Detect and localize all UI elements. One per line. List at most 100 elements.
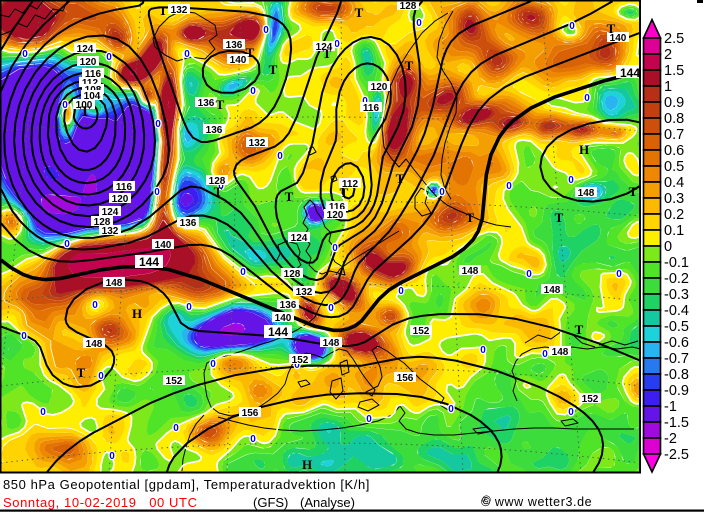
svg-text:148: 148 bbox=[544, 285, 561, 296]
svg-text:0: 0 bbox=[328, 303, 334, 314]
svg-text:0: 0 bbox=[526, 269, 532, 280]
svg-text:124: 124 bbox=[77, 44, 94, 55]
svg-text:136: 136 bbox=[280, 300, 297, 311]
svg-text:0: 0 bbox=[106, 52, 112, 63]
svg-text:116: 116 bbox=[116, 182, 133, 193]
svg-text:0.7: 0.7 bbox=[664, 127, 684, 143]
svg-text:120: 120 bbox=[112, 194, 129, 205]
svg-text:T: T bbox=[159, 3, 168, 18]
svg-text:132: 132 bbox=[102, 226, 119, 237]
svg-text:T: T bbox=[355, 5, 364, 20]
svg-text:T: T bbox=[214, 184, 223, 199]
svg-text:0: 0 bbox=[40, 407, 46, 418]
svg-text:T: T bbox=[396, 171, 405, 186]
svg-text:136: 136 bbox=[180, 218, 197, 229]
svg-text:0: 0 bbox=[542, 349, 548, 360]
svg-text:140: 140 bbox=[155, 240, 172, 251]
svg-text:0: 0 bbox=[154, 187, 160, 198]
svg-text:120: 120 bbox=[371, 82, 388, 93]
svg-text:128: 128 bbox=[284, 269, 301, 280]
svg-text:124: 124 bbox=[291, 233, 308, 244]
svg-text:0: 0 bbox=[584, 93, 590, 104]
svg-text:136: 136 bbox=[198, 98, 215, 109]
svg-text:-0.5: -0.5 bbox=[664, 319, 689, 335]
svg-text:0: 0 bbox=[21, 331, 27, 342]
svg-text:128: 128 bbox=[209, 176, 226, 187]
svg-text:140: 140 bbox=[275, 313, 292, 324]
svg-text:-1: -1 bbox=[664, 399, 677, 415]
svg-text:0: 0 bbox=[416, 18, 422, 29]
svg-text:0.1: 0.1 bbox=[664, 223, 684, 239]
svg-text:0: 0 bbox=[210, 359, 216, 370]
svg-text:0: 0 bbox=[109, 451, 115, 462]
svg-text:128: 128 bbox=[400, 1, 417, 12]
svg-text:156: 156 bbox=[242, 408, 259, 419]
svg-text:T: T bbox=[80, 104, 90, 120]
svg-text:0: 0 bbox=[62, 100, 68, 111]
svg-text:T: T bbox=[607, 21, 616, 36]
svg-text:156: 156 bbox=[397, 373, 414, 384]
svg-text:-0.2: -0.2 bbox=[664, 271, 689, 287]
svg-text:2.5: 2.5 bbox=[664, 31, 684, 47]
svg-text:0: 0 bbox=[362, 96, 368, 107]
svg-text:132: 132 bbox=[249, 138, 266, 149]
svg-text:T: T bbox=[323, 46, 332, 61]
svg-text:124: 124 bbox=[316, 42, 333, 53]
svg-text:T: T bbox=[629, 184, 638, 199]
svg-text:0.9: 0.9 bbox=[664, 95, 684, 111]
svg-text:104: 104 bbox=[84, 91, 101, 102]
svg-text:136: 136 bbox=[226, 40, 243, 51]
svg-text:T: T bbox=[555, 210, 564, 225]
svg-text:0: 0 bbox=[664, 239, 672, 255]
svg-text:116: 116 bbox=[85, 69, 102, 80]
svg-text:100: 100 bbox=[76, 100, 93, 111]
svg-text:152: 152 bbox=[582, 394, 599, 405]
svg-text:0: 0 bbox=[92, 300, 98, 311]
svg-text:140: 140 bbox=[230, 55, 247, 66]
svg-text:0: 0 bbox=[277, 151, 283, 162]
svg-text:148: 148 bbox=[578, 188, 595, 199]
svg-text:-0.9: -0.9 bbox=[664, 383, 689, 399]
svg-text:144: 144 bbox=[139, 255, 159, 269]
svg-text:-0.6: -0.6 bbox=[664, 335, 689, 351]
svg-text:0.8: 0.8 bbox=[664, 111, 684, 127]
svg-text:0.4: 0.4 bbox=[664, 175, 684, 191]
svg-text:1.5: 1.5 bbox=[664, 63, 684, 79]
svg-text:148: 148 bbox=[106, 278, 123, 289]
svg-text:0: 0 bbox=[568, 407, 574, 418]
svg-text:0: 0 bbox=[250, 86, 256, 97]
svg-text:0.2: 0.2 bbox=[664, 207, 684, 223]
svg-text:0: 0 bbox=[569, 21, 575, 32]
svg-text:152: 152 bbox=[166, 376, 183, 387]
svg-text:0.5: 0.5 bbox=[664, 159, 684, 175]
svg-text:128: 128 bbox=[94, 217, 111, 228]
svg-text:0: 0 bbox=[398, 286, 404, 297]
svg-text:T: T bbox=[466, 210, 475, 225]
svg-text:152: 152 bbox=[413, 326, 430, 337]
svg-text:116: 116 bbox=[329, 202, 346, 213]
svg-text:148: 148 bbox=[552, 347, 569, 358]
svg-text:148: 148 bbox=[462, 266, 479, 277]
svg-text:0: 0 bbox=[22, 49, 28, 60]
svg-text:0.3: 0.3 bbox=[664, 191, 684, 207]
svg-text:T: T bbox=[405, 58, 414, 73]
svg-text:0: 0 bbox=[184, 49, 190, 60]
svg-text:H: H bbox=[132, 306, 142, 321]
svg-text:T: T bbox=[77, 365, 86, 380]
svg-text:0: 0 bbox=[294, 360, 300, 371]
svg-text:0: 0 bbox=[366, 414, 372, 425]
svg-text:120: 120 bbox=[80, 57, 97, 68]
svg-text:1: 1 bbox=[664, 79, 672, 95]
svg-text:-1.5: -1.5 bbox=[664, 415, 689, 431]
svg-text:124: 124 bbox=[102, 207, 119, 218]
svg-text:-2: -2 bbox=[664, 431, 677, 447]
svg-text:144: 144 bbox=[620, 66, 640, 80]
svg-text:132: 132 bbox=[171, 5, 188, 16]
svg-text:0: 0 bbox=[334, 39, 340, 50]
svg-text:©: © bbox=[482, 493, 491, 507]
svg-text:0: 0 bbox=[332, 243, 338, 254]
svg-text:T: T bbox=[269, 62, 278, 77]
svg-text:T: T bbox=[575, 322, 584, 337]
svg-text:144: 144 bbox=[268, 325, 288, 339]
svg-text:0: 0 bbox=[448, 404, 454, 415]
